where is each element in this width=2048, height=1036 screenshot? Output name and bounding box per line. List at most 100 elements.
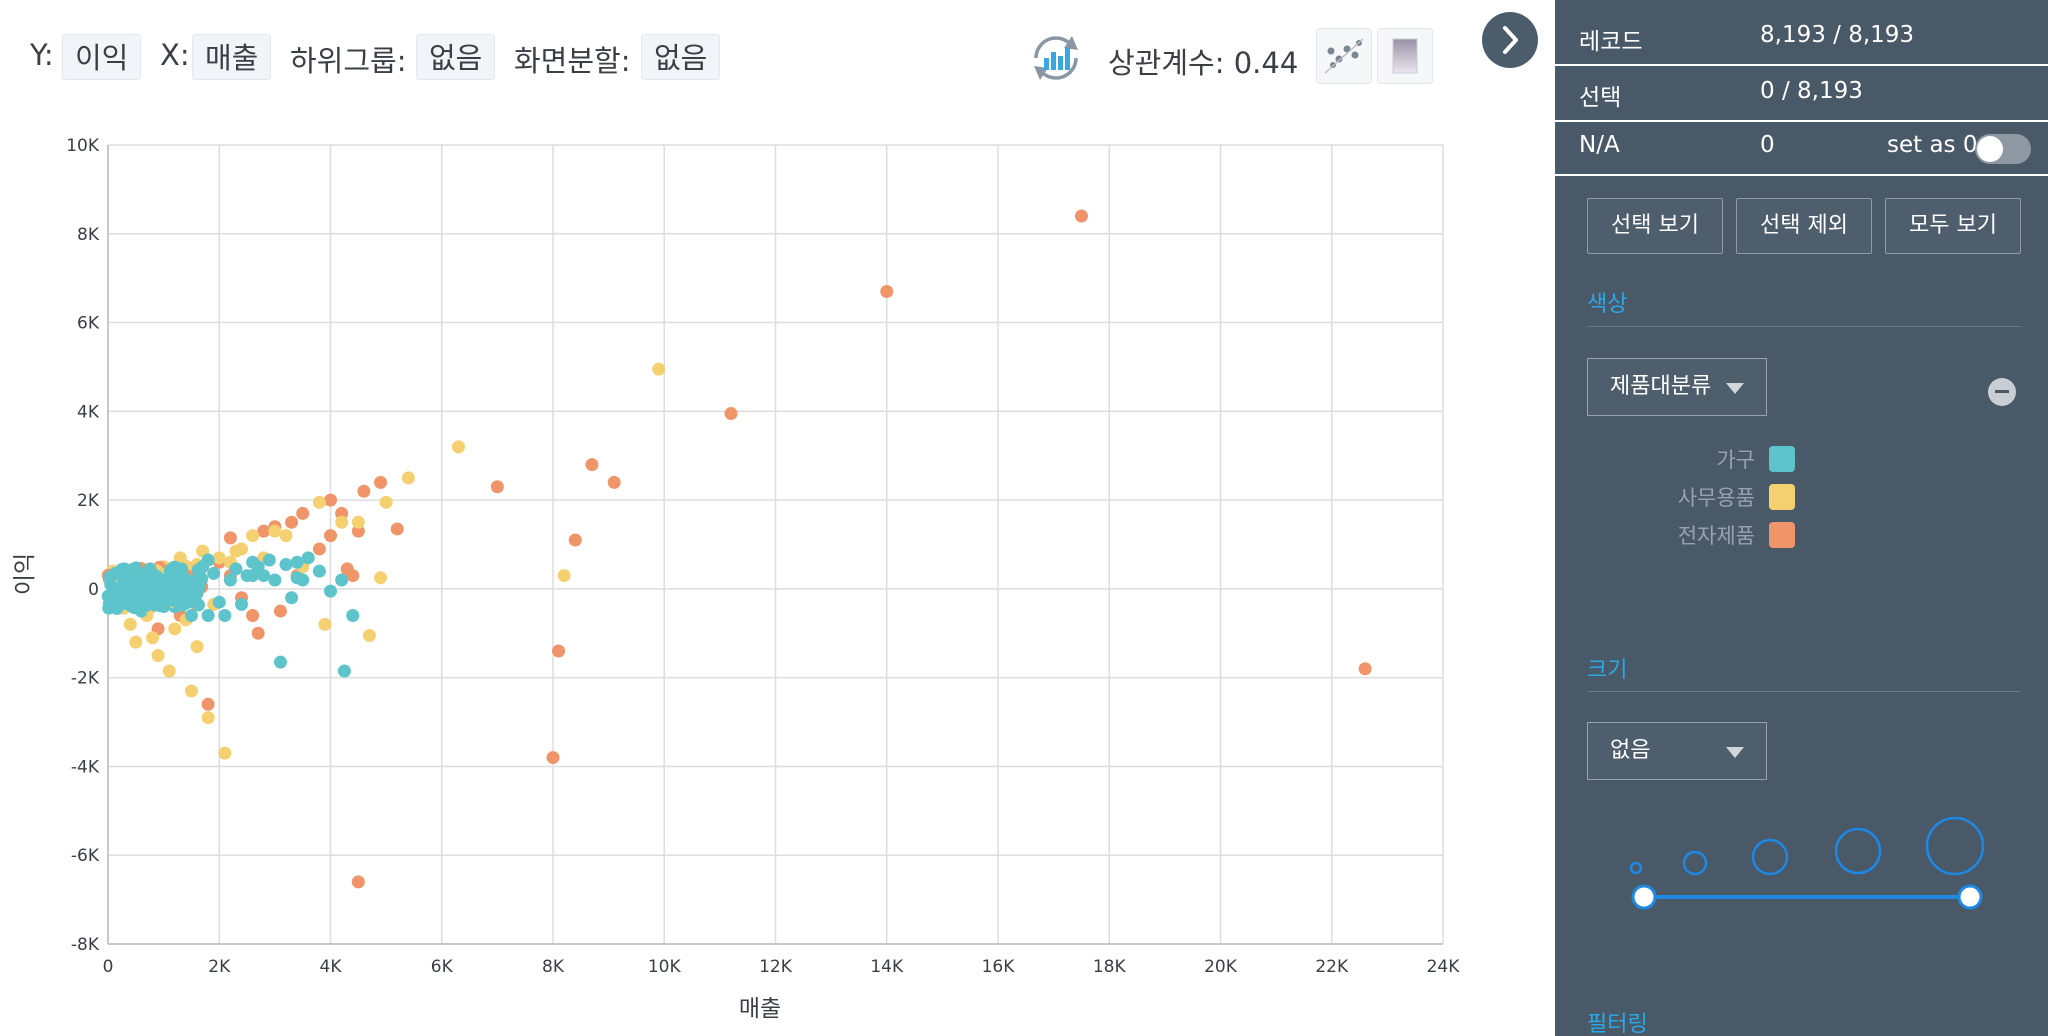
- data-point[interactable]: [880, 284, 894, 298]
- data-point[interactable]: [212, 595, 226, 609]
- data-point[interactable]: [126, 566, 140, 580]
- data-point[interactable]: [1074, 209, 1088, 223]
- data-point[interactable]: [346, 609, 360, 623]
- data-point[interactable]: [301, 551, 315, 565]
- size-range-slider[interactable]: [1555, 800, 2048, 920]
- data-point[interactable]: [273, 655, 287, 669]
- data-point[interactable]: [340, 562, 354, 576]
- legend-swatch[interactable]: [1769, 522, 1795, 548]
- scatter-chart[interactable]: -8K -6K -4K -2K 0 2K 4K 6K 8K 10K 0 2K 4K 6K 8K 10K 12K…: [0, 118, 1470, 1036]
- data-point[interactable]: [129, 635, 143, 649]
- data-point[interactable]: [201, 609, 215, 623]
- data-point[interactable]: [312, 542, 326, 556]
- data-point[interactable]: [246, 529, 260, 543]
- legend-item-office[interactable]: 사무용품: [1555, 478, 2048, 514]
- data-point[interactable]: [168, 622, 182, 636]
- data-point[interactable]: [151, 648, 165, 662]
- data-point[interactable]: [223, 573, 237, 587]
- data-point[interactable]: [324, 529, 337, 543]
- subgroup-select[interactable]: 없음: [416, 34, 496, 80]
- data-points[interactable]: [101, 209, 1372, 889]
- data-point[interactable]: [184, 684, 198, 698]
- data-point[interactable]: [335, 573, 349, 587]
- data-point[interactable]: [111, 567, 125, 581]
- data-point[interactable]: [123, 592, 137, 606]
- data-point[interactable]: [176, 598, 190, 612]
- set-as-zero-toggle[interactable]: [1975, 134, 2031, 164]
- size-field-dropdown[interactable]: 없음: [1587, 722, 1767, 780]
- remove-color-button[interactable]: [1988, 378, 2016, 406]
- scatter-mode-button[interactable]: [1316, 28, 1372, 84]
- data-point[interactable]: [390, 522, 404, 536]
- show-selection-button[interactable]: 선택 보기: [1587, 198, 1723, 254]
- refresh-chart-icon[interactable]: [1026, 28, 1086, 88]
- legend-item-electronics[interactable]: 전자제품: [1555, 516, 2048, 552]
- color-field-dropdown[interactable]: 제품대분류: [1587, 358, 1767, 416]
- data-point[interactable]: [351, 515, 365, 529]
- data-point[interactable]: [607, 475, 621, 489]
- data-point[interactable]: [557, 569, 571, 583]
- data-point[interactable]: [273, 604, 287, 618]
- data-point[interactable]: [201, 711, 215, 725]
- data-point[interactable]: [362, 628, 376, 642]
- data-point[interactable]: [123, 617, 137, 631]
- data-point[interactable]: [235, 542, 248, 556]
- data-point[interactable]: [104, 593, 118, 607]
- data-point[interactable]: [324, 493, 337, 507]
- data-point[interactable]: [201, 697, 215, 711]
- data-point[interactable]: [146, 631, 159, 645]
- data-point[interactable]: [268, 573, 282, 587]
- data-point[interactable]: [296, 506, 310, 520]
- data-point[interactable]: [285, 515, 299, 529]
- data-point[interactable]: [207, 566, 221, 580]
- data-point[interactable]: [175, 562, 189, 576]
- data-point[interactable]: [374, 475, 388, 489]
- collapse-panel-button[interactable]: [1482, 12, 1538, 68]
- data-point[interactable]: [324, 584, 337, 598]
- data-point[interactable]: [374, 571, 388, 585]
- density-mode-button[interactable]: [1377, 28, 1433, 84]
- data-point[interactable]: [268, 524, 282, 538]
- data-point[interactable]: [147, 589, 161, 603]
- data-point[interactable]: [312, 564, 326, 578]
- data-point[interactable]: [212, 551, 226, 565]
- data-point[interactable]: [218, 609, 232, 623]
- data-point[interactable]: [451, 440, 465, 454]
- data-point[interactable]: [379, 495, 393, 509]
- data-point[interactable]: [140, 579, 154, 593]
- legend-swatch[interactable]: [1769, 446, 1795, 472]
- data-point[interactable]: [201, 553, 215, 567]
- slider-max-handle[interactable]: [1957, 884, 1983, 910]
- data-point[interactable]: [159, 594, 173, 608]
- data-point[interactable]: [552, 644, 566, 658]
- data-point[interactable]: [357, 484, 371, 498]
- data-point[interactable]: [191, 563, 205, 577]
- y-axis-select[interactable]: 이익: [62, 34, 142, 80]
- data-point[interactable]: [318, 617, 332, 631]
- legend-swatch[interactable]: [1769, 484, 1795, 510]
- data-point[interactable]: [246, 569, 260, 583]
- data-point[interactable]: [312, 495, 326, 509]
- exclude-selection-button[interactable]: 선택 제외: [1736, 198, 1872, 254]
- data-point[interactable]: [184, 574, 198, 588]
- data-point[interactable]: [184, 609, 198, 623]
- data-point[interactable]: [285, 591, 299, 605]
- show-all-button[interactable]: 모두 보기: [1885, 198, 2021, 254]
- data-point[interactable]: [290, 555, 304, 569]
- data-point[interactable]: [337, 664, 351, 678]
- data-point[interactable]: [568, 533, 582, 547]
- data-point[interactable]: [172, 585, 186, 599]
- data-point[interactable]: [246, 609, 260, 623]
- legend-item-furniture[interactable]: 가구: [1555, 440, 2048, 476]
- data-point[interactable]: [1358, 662, 1372, 676]
- data-point[interactable]: [585, 458, 599, 472]
- data-point[interactable]: [724, 407, 738, 421]
- data-point[interactable]: [235, 597, 248, 611]
- data-point[interactable]: [490, 480, 504, 494]
- split-select[interactable]: 없음: [641, 34, 721, 80]
- data-point[interactable]: [188, 592, 202, 606]
- data-point[interactable]: [279, 557, 293, 571]
- data-point[interactable]: [162, 664, 176, 678]
- data-point[interactable]: [251, 626, 265, 640]
- slider-min-handle[interactable]: [1631, 884, 1657, 910]
